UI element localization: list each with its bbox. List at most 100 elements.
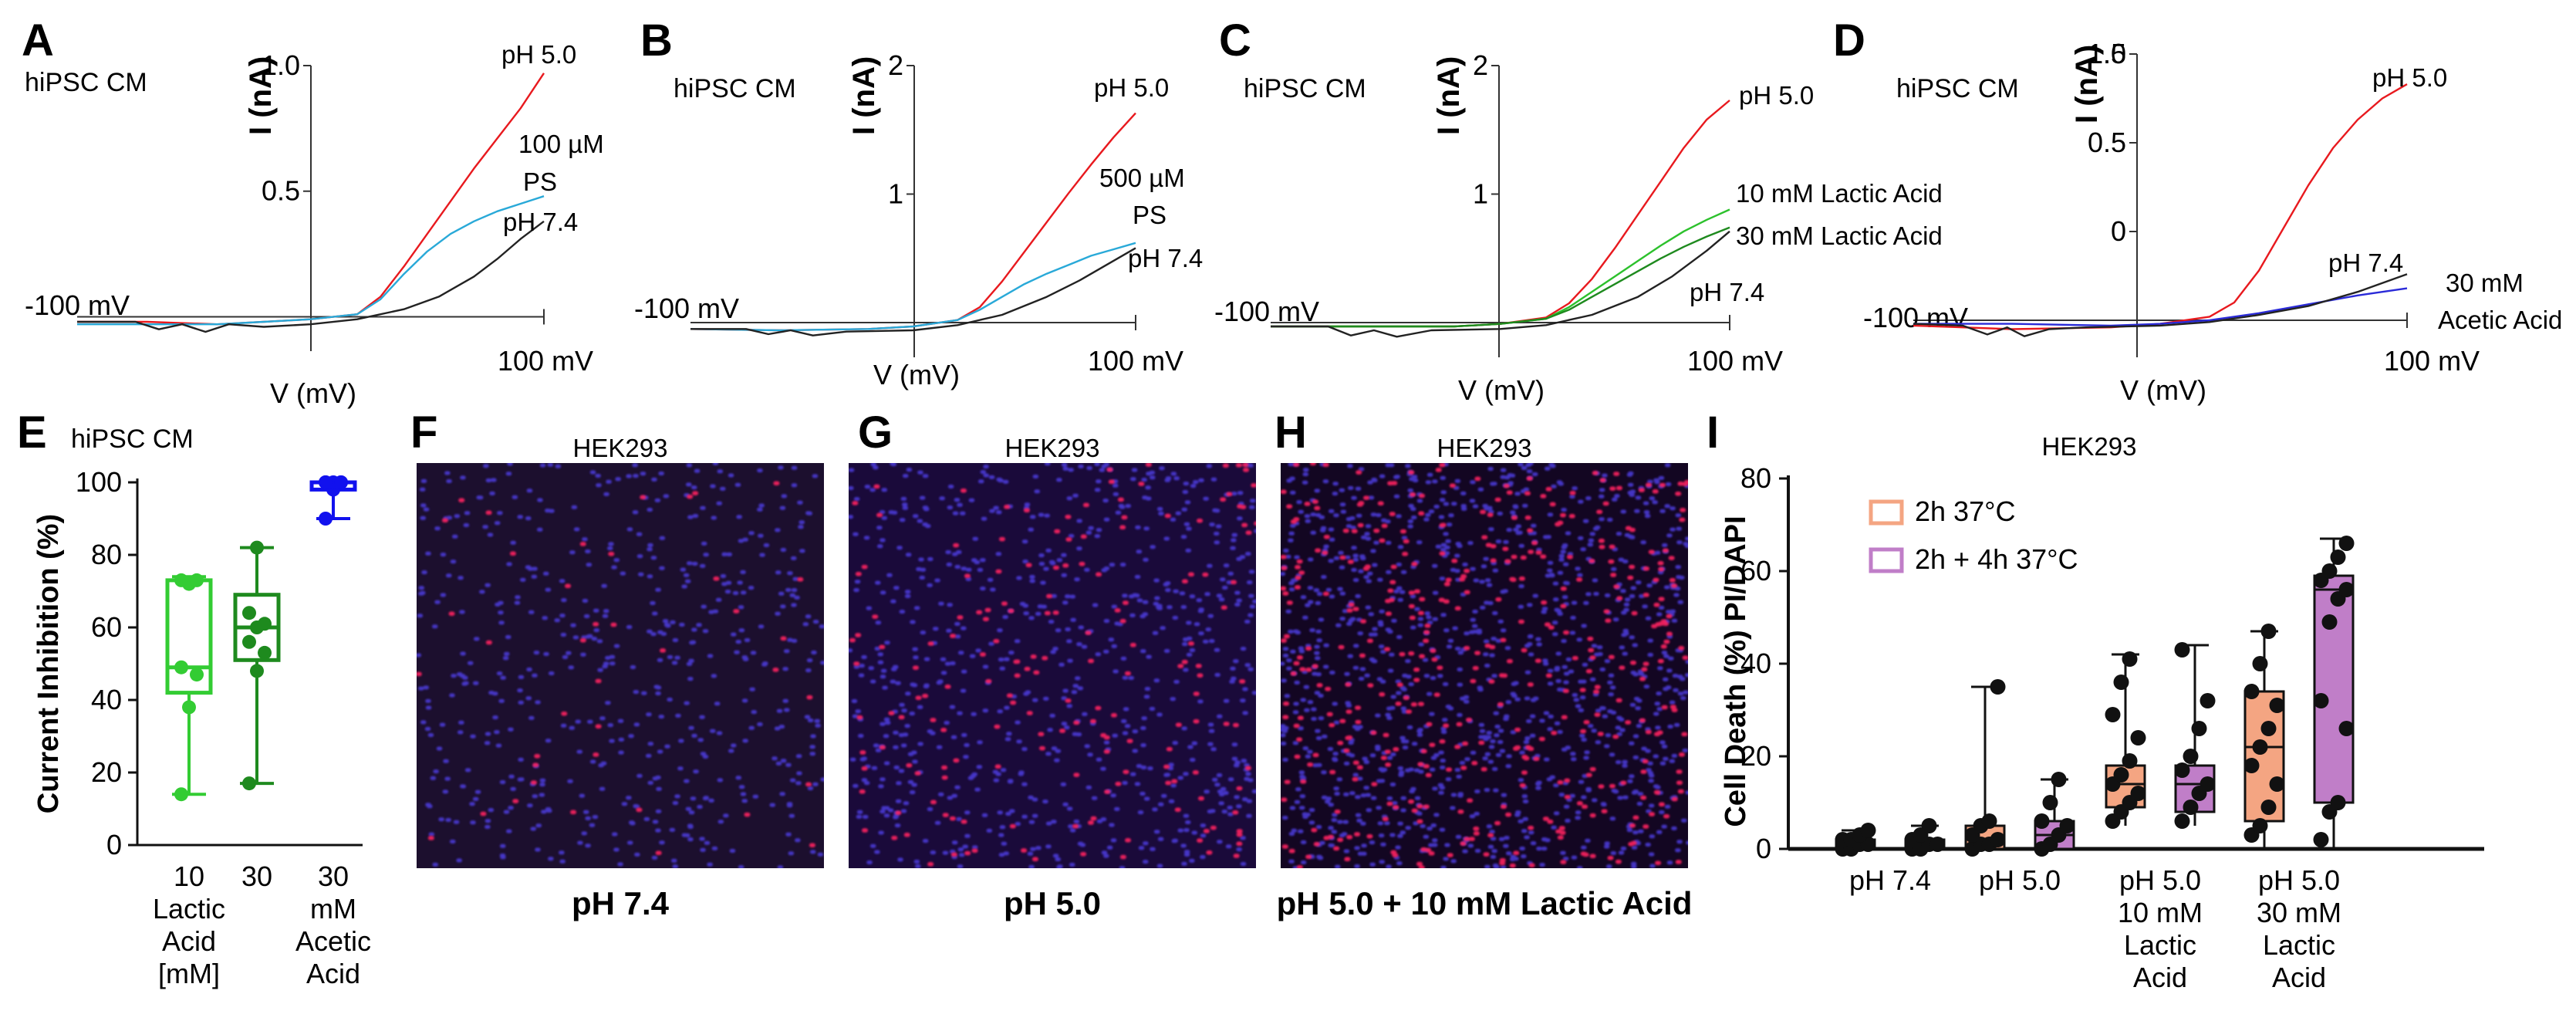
x-category-label: pH 5.0 <box>2119 864 2201 896</box>
data-point <box>250 540 264 555</box>
data-point <box>242 634 256 649</box>
x-category-label: pH 7.4 <box>1849 864 1931 896</box>
data-point <box>2269 776 2285 792</box>
series-line-1 <box>690 242 1136 332</box>
legend-label: 2h + 4h 37°C <box>1915 543 2078 575</box>
cell-label: hiPSC CM <box>25 68 147 97</box>
data-point <box>2200 693 2216 708</box>
x-axis-label: V (mV) <box>873 359 960 390</box>
legend-label: 2h 37°C <box>1915 495 2015 527</box>
x-category-label: 10 <box>174 860 204 892</box>
data-point <box>2122 651 2138 667</box>
y-tick-label: 40 <box>91 684 122 715</box>
x-category-label: Lactic <box>2263 929 2335 961</box>
data-point <box>319 475 333 489</box>
x-axis-label: V (mV) <box>2120 374 2206 406</box>
series-line-0 <box>1271 100 1730 328</box>
data-point <box>2252 656 2268 671</box>
cell-label: hiPSC CM <box>1244 74 1366 103</box>
box-panel-i: HEK293 0 20 40 60 80 Cell Death (%) PI/DAPI 2h … <box>1720 432 2484 993</box>
cell-label: hiPSC CM <box>71 424 194 454</box>
y-tick-label: 20 <box>91 756 122 788</box>
y-axis-label: I (nA) <box>1432 56 1466 135</box>
y-tick-label: 2 <box>888 49 903 81</box>
y-tick-label: 0 <box>1756 833 1771 864</box>
curve-annotation: pH 5.0 <box>1094 73 1169 102</box>
x-category-label: Lactic <box>153 893 225 925</box>
iv-panel-a: 0.5 1.0 hiPSC CM I (nA) V (mV) -100 mV 100 mV p… <box>25 40 604 409</box>
data-point <box>2174 642 2190 658</box>
curve-annotation: PS <box>523 167 557 196</box>
x-category-label: 30 <box>241 860 272 892</box>
box <box>2243 690 2285 823</box>
micrograph-background <box>849 463 1256 868</box>
panel-letter-h: H <box>1274 407 1307 458</box>
curve-annotation: pH 7.4 <box>1128 244 1203 272</box>
micrograph-caption-f: pH 7.4 <box>572 885 670 921</box>
series-line-3 <box>1271 230 1730 338</box>
data-point <box>2269 698 2285 713</box>
data-point <box>2243 684 2260 699</box>
data-point <box>2338 536 2355 551</box>
data-point <box>2260 721 2277 736</box>
panel-letter-f: F <box>410 407 437 458</box>
x-category-label: Lactic <box>2124 929 2196 961</box>
micrograph-g <box>849 463 1256 868</box>
y-tick-label: 0 <box>2111 215 2126 247</box>
panel-letter-i: I <box>1707 407 1719 458</box>
data-point <box>2174 762 2190 778</box>
curve-annotation: 100 µM <box>518 130 604 158</box>
cell-label: hiPSC CM <box>1896 74 2019 103</box>
data-point <box>2113 767 2129 783</box>
data-point <box>2330 795 2346 810</box>
data-point <box>1990 832 2006 847</box>
data-point <box>2338 582 2355 597</box>
x-tick-label: 100 mV <box>1088 345 1183 377</box>
data-point <box>182 700 196 715</box>
data-point <box>250 664 264 678</box>
curve-annotation: PS <box>1133 201 1166 229</box>
curve-annotation: 10 mM Lactic Acid <box>1736 179 1943 208</box>
y-tick-label: 0 <box>106 829 122 860</box>
series-line-1 <box>1913 287 2408 327</box>
iv-panel-b: 1 2 hiPSC CM I (nA) V (mV) -100 mV 100 mV pH 5.… <box>634 49 1203 390</box>
x-category-label: Acetic <box>295 925 371 957</box>
x-axis-label: V (mV) <box>270 377 356 409</box>
data-point <box>2330 549 2346 565</box>
y-tick-label: 80 <box>91 539 122 570</box>
x-category-label: 30 <box>318 860 349 892</box>
data-point <box>174 573 188 587</box>
data-point <box>2034 813 2050 829</box>
data-point <box>2243 758 2260 773</box>
y-tick-label: 1 <box>888 178 903 210</box>
series-line-2 <box>1271 226 1730 328</box>
data-point <box>2252 739 2268 755</box>
y-tick-label: 1.0 <box>262 49 300 81</box>
data-point <box>334 475 348 489</box>
data-point <box>2321 614 2338 630</box>
cell-label: hiPSC CM <box>674 74 796 103</box>
series-line-2 <box>77 220 545 333</box>
y-axis-label: Current Inhibition (%) <box>32 514 65 813</box>
data-point <box>2313 693 2329 708</box>
data-point <box>174 660 188 674</box>
micrograph-title-h: HEK293 <box>1437 434 1532 462</box>
data-point <box>2130 786 2146 801</box>
data-point <box>1981 813 1997 829</box>
micrograph-f <box>417 463 824 868</box>
series-line-1 <box>77 195 545 326</box>
data-point <box>2260 800 2277 815</box>
data-point <box>2051 772 2067 787</box>
iv-panel-d: 0 0.5 1.01.5 hiPSC CM I (nA) V (mV) -100 mV 100… <box>1863 38 2562 406</box>
y-tick-label: 40 <box>1740 647 1771 679</box>
y-tick-label: 1 <box>1473 178 1488 210</box>
x-tick-label: -100 mV <box>634 292 739 324</box>
x-category-label: 30 mM <box>2257 897 2341 928</box>
data-point <box>2183 749 2199 764</box>
y-tick-label: 20 <box>1740 740 1771 772</box>
y-tick-label: 0.5 <box>2088 127 2126 158</box>
curve-annotation: 500 µM <box>1099 164 1185 192</box>
y-axis-label: I (nA) <box>244 56 278 135</box>
y-tick-label: 1.0 <box>2088 38 2126 69</box>
y-axis-label: I (nA) <box>847 56 881 135</box>
